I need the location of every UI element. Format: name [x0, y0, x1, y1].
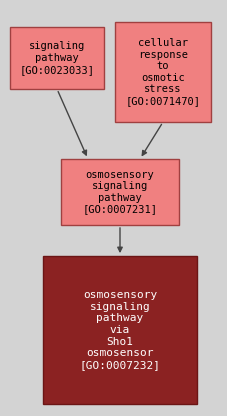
Text: cellular
response
to
osmotic
stress
[GO:0071470]: cellular response to osmotic stress [GO:…	[125, 38, 200, 106]
FancyBboxPatch shape	[10, 27, 104, 89]
Text: osmosensory
signaling
pathway
via
Sho1
osmosensor
[GO:0007232]: osmosensory signaling pathway via Sho1 o…	[79, 290, 160, 370]
FancyBboxPatch shape	[114, 22, 210, 122]
FancyBboxPatch shape	[61, 159, 178, 225]
Text: osmosensory
signaling
pathway
[GO:0007231]: osmosensory signaling pathway [GO:000723…	[82, 170, 157, 214]
Text: signaling
pathway
[GO:0023033]: signaling pathway [GO:0023033]	[20, 42, 94, 74]
FancyBboxPatch shape	[43, 256, 196, 404]
